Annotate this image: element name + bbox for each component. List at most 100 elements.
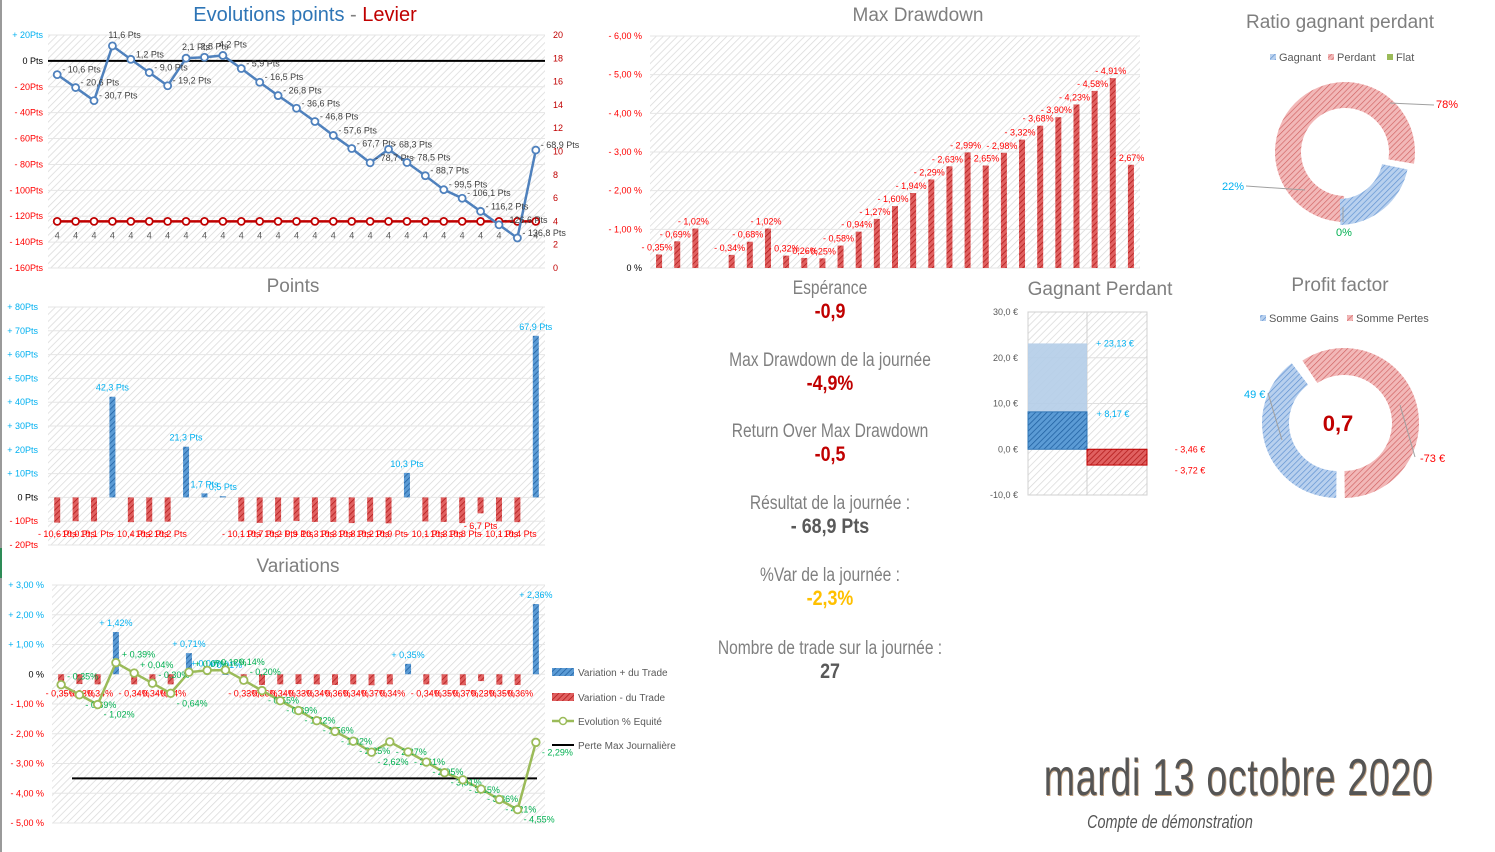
equity-marker <box>147 678 158 688</box>
points-bar <box>91 497 98 522</box>
equity-marker <box>293 705 304 716</box>
y-tick-label: 0,0 € <box>998 444 1018 454</box>
gain-avg-bar <box>1027 411 1088 450</box>
ratio-legend: Gagnant Perdant Flat <box>1270 52 1414 64</box>
leverage-point <box>457 216 467 226</box>
equity-marker <box>111 657 121 668</box>
bar-data-label: - 0,34% <box>374 689 405 699</box>
leverage-label: 4 <box>349 230 354 240</box>
leverage-point <box>347 216 357 226</box>
points-data-label: - 9,0 Pts <box>154 63 188 73</box>
y2-tick-label: 16 <box>553 77 563 87</box>
points-marker <box>494 220 504 230</box>
points-data-label: - 46,8 Pts <box>320 111 359 121</box>
legend-label: Gagnant <box>1279 52 1321 64</box>
y-tick-label: - 60Pts <box>14 134 43 144</box>
bar-data-label: - 10,2 Pts <box>259 529 298 539</box>
bar-data-label: - 0,35% <box>46 689 77 699</box>
points-marker <box>108 41 117 51</box>
bar-data-label: - 0,34% <box>714 243 745 253</box>
leverage-label: 4 <box>423 230 428 240</box>
bar-data-label: - 0,23% <box>466 689 497 699</box>
points-data-label: - 68,9 Pts <box>541 140 580 150</box>
drawdown-bar <box>910 192 917 268</box>
bar-data-label: 1,7 Pts <box>190 479 219 489</box>
bar-data-label: - 4,58% <box>1077 79 1108 89</box>
equity-marker <box>92 699 103 710</box>
bar-data-label: - 10,4 Pts <box>498 529 537 539</box>
bar-data-label: - 10,1 Pts <box>75 529 114 539</box>
equity-marker <box>476 784 486 794</box>
leverage-point <box>52 216 62 226</box>
leverage-point <box>439 216 449 226</box>
points-bar <box>422 497 429 522</box>
bar-data-label: + 1,42% <box>99 618 132 628</box>
kpi-label: %Var de la journée : <box>759 565 901 586</box>
leverage-point <box>328 216 338 226</box>
y-tick-label: - 3,00 % <box>608 147 642 157</box>
y2-tick-label: 8 <box>553 170 558 180</box>
legend-swatch-negative <box>552 693 574 701</box>
variation-bar <box>441 674 448 685</box>
leverage-label: 4 <box>441 230 446 240</box>
y-tick-label: - 40Pts <box>14 108 43 118</box>
drawdown-bar <box>746 241 753 268</box>
account-name: Compte de démonstration <box>1087 812 1253 832</box>
y-tick-label: 20,0 € <box>993 353 1018 363</box>
y-tick-label: - 1,00 % <box>10 699 44 709</box>
ratio-title: Ratio gagnant perdant <box>1246 12 1435 33</box>
leverage-point <box>181 216 191 226</box>
variations-chart: Variations + 3,00 %+ 2,00 %+ 1,00 %0 %- … <box>8 556 676 828</box>
leverage-label: 4 <box>276 230 281 240</box>
variation-bar <box>295 674 302 685</box>
y-tick-label: - 120Pts <box>9 211 43 221</box>
plot-area <box>48 35 545 268</box>
gain-avg-label: + 8,17 € <box>1097 409 1130 419</box>
drawdown-bar <box>1109 78 1116 268</box>
drawdown-bar <box>692 228 699 268</box>
bar-data-label: - 3,32% <box>1005 128 1036 138</box>
variation-bar <box>368 674 375 686</box>
y-tick-label: - 160Pts <box>9 263 43 273</box>
leverage-point <box>292 216 301 226</box>
y-tick-label: + 2,00 % <box>8 610 44 620</box>
legend-swatch-gains <box>1260 315 1266 321</box>
y-tick-label: 10,0 € <box>993 399 1018 409</box>
leverage-label: 4 <box>55 230 60 240</box>
bar-data-label: - 0,33% <box>228 689 259 699</box>
variation-bar <box>423 674 430 685</box>
equity-marker <box>458 775 468 785</box>
gain-max-label: + 23,13 € <box>1096 338 1134 348</box>
y2-tick-label: 4 <box>553 216 558 226</box>
leverage-point <box>126 216 136 226</box>
leverage-point <box>273 216 283 226</box>
y2-tick-label: 12 <box>553 123 563 133</box>
bar-data-label: - 0,34% <box>411 689 442 699</box>
leverage-point <box>420 216 430 226</box>
kpi-return-over-dd: Return Over Max Drawdown -0,5 <box>690 421 970 467</box>
drawdown-bar <box>1055 117 1062 268</box>
bar-data-label: - 10,8 Pts <box>443 529 482 539</box>
kpi-value: -2,3% <box>806 587 854 610</box>
pf-label-pertes: -73 € <box>1420 453 1445 465</box>
bar-data-label: - 0,33% <box>283 689 314 699</box>
kpi-result: Résultat de la journée : - 68,9 Pts <box>690 493 970 539</box>
variation-bar <box>94 674 101 685</box>
gagnant-perdant-chart: Gagnant Perdant 30,0 € 20,0 € 10,0 € 0,0 € -… <box>990 279 1205 500</box>
bar-data-label: - 0,34% <box>265 689 296 699</box>
drawdown-bar <box>819 258 826 268</box>
y-tick-label: 0 Pts <box>17 492 38 502</box>
ratio-chart: Ratio gagnant perdant Gagnant Perdant Fl… <box>1222 12 1458 239</box>
bar-data-label: - 1,02% <box>750 217 781 227</box>
points-data-label: - 78,7 Pts <box>375 153 414 163</box>
bar-data-label: + 0,06% <box>191 658 224 668</box>
profit-factor-title: Profit factor <box>1291 275 1389 296</box>
equity-data-label: - 2,29% <box>542 747 573 757</box>
points-marker <box>439 185 449 195</box>
leverage-label: 4 <box>460 230 465 240</box>
points-data-label: - 36,6 Pts <box>302 98 341 108</box>
y-tick-label: 0 % <box>626 263 642 273</box>
points-marker <box>328 131 338 140</box>
equity-marker <box>56 679 66 690</box>
leverage-point <box>71 216 81 226</box>
